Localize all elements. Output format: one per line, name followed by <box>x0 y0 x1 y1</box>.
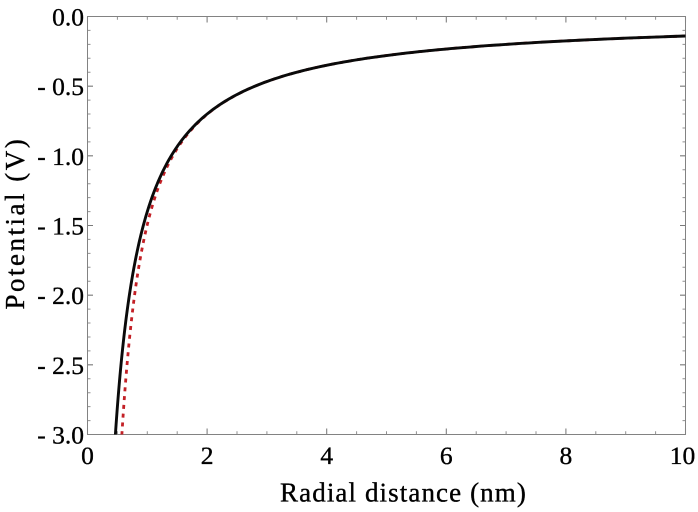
svg-text:8: 8 <box>560 441 573 470</box>
svg-text:- 1.0: - 1.0 <box>37 142 84 171</box>
svg-text:Radial distance (nm): Radial distance (nm) <box>280 478 527 508</box>
svg-text:0.0: 0.0 <box>52 3 84 32</box>
svg-text:0: 0 <box>81 441 94 470</box>
svg-text:- 1.5: - 1.5 <box>37 212 84 241</box>
svg-text:10: 10 <box>670 441 696 470</box>
svg-text:- 3.0: - 3.0 <box>37 421 84 450</box>
svg-text:- 2.5: - 2.5 <box>37 351 84 380</box>
svg-text:- 2.0: - 2.0 <box>37 281 84 310</box>
svg-text:2: 2 <box>201 441 214 470</box>
svg-text:6: 6 <box>440 441 453 470</box>
svg-text:Potential (V): Potential (V) <box>0 137 30 310</box>
svg-text:- 0.5: - 0.5 <box>37 72 84 101</box>
svg-text:4: 4 <box>320 441 333 470</box>
